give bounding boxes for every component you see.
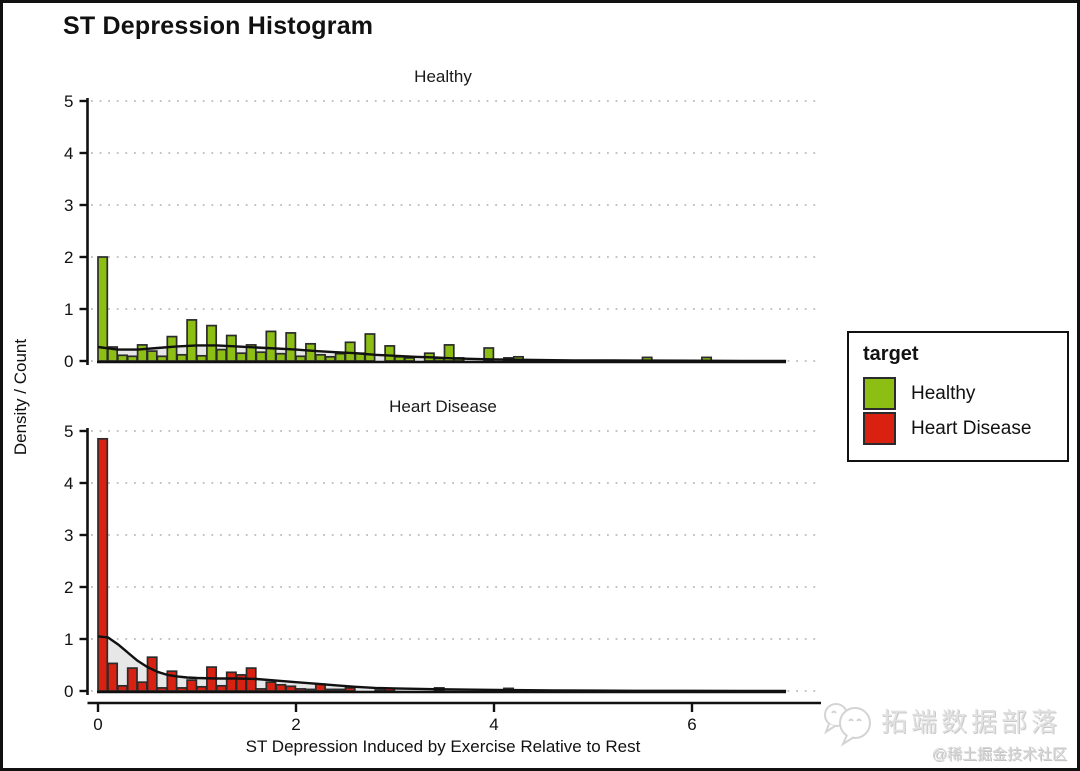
histogram-bar-heart-disease <box>334 688 346 692</box>
histogram-bar-heart-disease <box>136 681 148 692</box>
histogram-bar-heart-disease <box>146 656 158 692</box>
histogram-bar-heart-disease <box>285 685 297 692</box>
histogram-bar-healthy <box>166 335 178 362</box>
histogram-bar-healthy <box>97 256 109 362</box>
histogram-bar-healthy <box>295 355 307 362</box>
histogram-bar-healthy <box>275 352 287 362</box>
histogram-bar-heart-disease <box>265 681 277 692</box>
histogram-bar-healthy <box>126 355 138 362</box>
y-tick-label: 4 <box>64 474 73 493</box>
histogram-bar-heart-disease <box>107 662 119 692</box>
histogram-bar-healthy <box>305 342 317 362</box>
histogram-bar-healthy <box>404 357 416 362</box>
facet-label-healthy: Healthy <box>414 67 472 86</box>
histogram-bar-healthy <box>334 352 346 362</box>
heart-disease-swatch-icon <box>863 412 896 445</box>
histogram-bar-healthy <box>394 355 406 362</box>
histogram-bar-heart-disease <box>235 674 247 692</box>
x-tick-label: 6 <box>687 715 696 734</box>
histogram-plot: 0 1 2 3 4 5 0 1 2 3 4 5 0 2 4 6 <box>64 92 821 734</box>
legend-item-label: Healthy <box>911 382 976 404</box>
histogram-bar-healthy <box>215 348 227 362</box>
x-tick-label: 4 <box>489 715 498 734</box>
histogram-bar-heart-disease <box>97 437 109 692</box>
y-tick-label: 1 <box>64 300 73 319</box>
histogram-bar-healthy <box>146 350 158 362</box>
histogram-bar-healthy <box>206 324 218 362</box>
histogram-bar-heart-disease <box>156 687 168 692</box>
histogram-bar-healthy <box>116 354 128 362</box>
y-tick-label: 4 <box>64 144 73 163</box>
healthy-swatch-icon <box>863 377 896 410</box>
x-tick-label: 0 <box>93 715 102 734</box>
histogram-bar-heart-disease <box>176 687 188 692</box>
y-axis-title: Density / Count <box>11 338 30 456</box>
histogram-bar-healthy <box>225 334 237 362</box>
density-curve-heart-disease <box>97 635 787 693</box>
histogram-bar-heart-disease <box>344 687 356 692</box>
y-tick-label: 2 <box>64 578 73 597</box>
legend-item-label: Heart Disease <box>911 417 1032 439</box>
histogram-bar-healthy <box>265 330 277 362</box>
histogram-bar-healthy <box>196 354 208 362</box>
watermark: 拓端数据部落 @稀土掘金技术社区 <box>819 692 1071 764</box>
histogram-bar-heart-disease <box>186 679 198 692</box>
histogram-bar-heart-disease <box>225 671 237 692</box>
histogram-bar-healthy <box>136 344 148 362</box>
legend-box: target Healthy Heart Disease <box>847 331 1069 462</box>
histogram-bar-healthy <box>364 333 376 362</box>
watermark-brand-text: 拓端数据部落 <box>881 707 1062 737</box>
wechat-bubbles-icon <box>823 703 871 747</box>
histogram-bar-heart-disease <box>255 688 267 692</box>
histogram-bar-healthy <box>314 353 326 362</box>
y-tick-label: 2 <box>64 248 73 267</box>
watermark-community-text: @稀土掘金技术社区 <box>931 746 1067 763</box>
y-tick-label: 5 <box>64 422 73 441</box>
y-tick-label: 1 <box>64 630 73 649</box>
histogram-bar-heart-disease <box>275 683 287 692</box>
y-tick-label: 5 <box>64 92 73 111</box>
histogram-bar-healthy <box>285 332 297 362</box>
histogram-bar-healthy <box>255 351 267 362</box>
y-tick-label: 3 <box>64 196 73 215</box>
histogram-bar-healthy <box>235 352 247 362</box>
histogram-bar-heart-disease <box>324 688 336 692</box>
histogram-bar-heart-disease <box>196 685 208 692</box>
y-tick-label: 3 <box>64 526 73 545</box>
histogram-bar-healthy <box>384 345 396 362</box>
histogram-bar-healthy <box>156 355 168 362</box>
density-curve-healthy <box>97 344 787 363</box>
histogram-bar-heart-disease <box>295 688 307 692</box>
histogram-bar-healthy <box>324 355 336 362</box>
y-tick-label: 0 <box>64 682 73 701</box>
legend-title: target <box>863 343 919 365</box>
x-axis-title: ST Depression Induced by Exercise Relati… <box>245 737 641 756</box>
histogram-bar-heart-disease <box>126 667 138 692</box>
y-tick-label: 0 <box>64 352 73 371</box>
facet-label-heart-disease: Heart Disease <box>389 397 497 416</box>
x-tick-label: 2 <box>291 715 300 734</box>
histogram-bar-healthy <box>176 353 188 362</box>
legend-item-healthy: Healthy <box>863 376 1053 411</box>
histogram-bar-heart-disease <box>116 684 128 692</box>
histogram-bar-heart-disease <box>305 688 317 692</box>
histogram-bar-heart-disease <box>215 684 227 692</box>
legend-item-heart-disease: Heart Disease <box>863 411 1053 446</box>
histogram-bar-healthy <box>186 319 198 362</box>
chart-title: ST Depression Histogram <box>63 12 374 40</box>
density-area-heart-disease <box>98 636 787 691</box>
